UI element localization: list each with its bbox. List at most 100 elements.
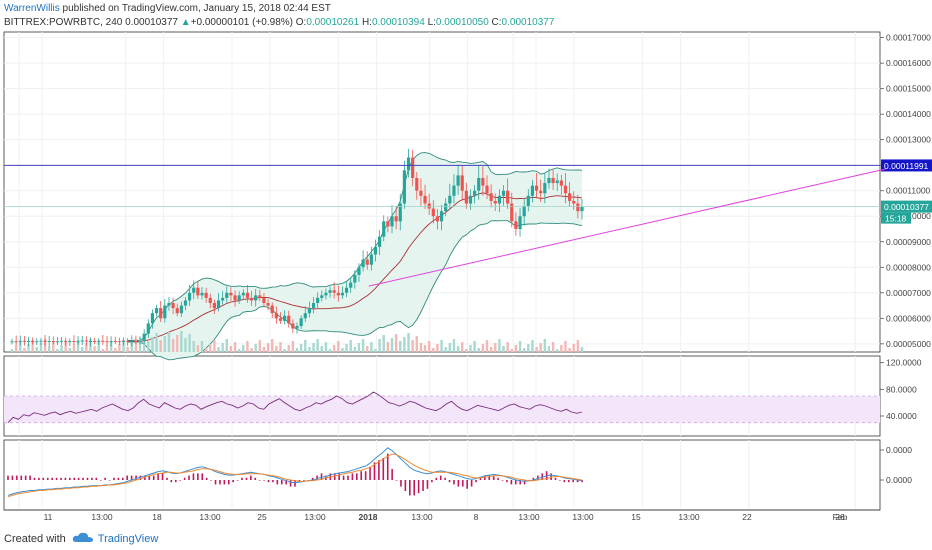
candle-body — [303, 313, 307, 319]
volume-bar — [35, 347, 38, 352]
resistance-marker-label: 0.00011991 — [884, 161, 929, 171]
candle-body — [411, 157, 415, 178]
rsi-line — [7, 391, 583, 424]
candle-body — [283, 315, 287, 321]
high-label: H: — [361, 17, 372, 28]
candle-body — [307, 308, 311, 314]
time-axis-label: 25 — [257, 512, 267, 522]
macd-histogram-bar — [581, 480, 583, 483]
macd-histogram-bar — [386, 453, 389, 480]
volume-bar — [399, 341, 402, 352]
candle-body — [555, 180, 559, 184]
low-value: 0.00010050 — [435, 17, 489, 28]
volume-bar — [204, 348, 208, 352]
candle-body — [497, 195, 501, 204]
macd-histogram-bar — [404, 480, 407, 491]
volume-bar — [312, 343, 315, 352]
price-axis-label: 0.00014000 — [886, 109, 931, 119]
candle-body — [229, 292, 233, 296]
macd-histogram-bar — [29, 475, 31, 480]
macd-histogram-bar — [201, 473, 204, 480]
volume-bar — [27, 344, 30, 352]
volume-bar — [237, 349, 241, 352]
candle-body — [406, 157, 411, 171]
volume-bar — [93, 346, 96, 352]
volume-bar — [109, 341, 113, 352]
volume-bar — [60, 345, 63, 352]
volume-bar — [266, 343, 270, 352]
candle-body — [477, 177, 481, 191]
volume-bar — [114, 348, 117, 352]
volume-bar — [184, 338, 187, 352]
macd-histogram-bar — [166, 477, 168, 480]
macd-histogram-bar — [554, 477, 557, 480]
chart-canvas[interactable]: 0.00017000 0.00016000 0.00015000 0.00014000… — [0, 0, 932, 526]
rsi-axis-label: 120.0000 — [886, 358, 922, 368]
current-price-label: 0.00010377 — [884, 202, 929, 212]
volume-bar — [560, 345, 563, 352]
candle-body — [43, 340, 47, 342]
price-axis-label: 0.00007000 — [886, 288, 931, 298]
volume-bar — [539, 343, 542, 352]
macd-histogram-bar — [11, 475, 14, 480]
candle-body — [526, 195, 530, 207]
macd-histogram-bar — [24, 475, 27, 480]
candle-body — [427, 203, 431, 209]
candle-body — [80, 340, 84, 342]
candle-body — [76, 341, 80, 343]
candle-body — [59, 340, 64, 342]
volume-bar — [378, 339, 381, 352]
candle-body — [543, 183, 547, 194]
macd-histogram-bar — [316, 475, 318, 480]
candle-body — [349, 282, 353, 288]
candle-body — [270, 305, 274, 314]
candle-body — [212, 303, 216, 309]
macd-histogram-bar — [20, 475, 23, 480]
volume-bar — [572, 344, 575, 352]
macd-histogram-bar — [497, 477, 499, 480]
tradingview-brand[interactable]: TradingView — [97, 532, 159, 545]
candle-body — [506, 190, 510, 204]
author-link[interactable]: WarrenWillis — [4, 3, 60, 14]
created-with-text: Created with — [4, 532, 66, 545]
current-price-marker: 0.00010377 15:18 — [881, 200, 932, 224]
candle-body — [559, 180, 563, 186]
candle-body — [382, 221, 386, 237]
macd-histogram-bar — [501, 480, 504, 481]
macd-histogram-bar — [338, 473, 340, 480]
candle-body — [68, 341, 72, 343]
volume-bar — [535, 347, 538, 352]
macd-histogram-bar — [492, 475, 495, 480]
volume-bar — [531, 340, 534, 352]
candle-body — [510, 203, 514, 222]
volume-bar — [419, 343, 423, 352]
volume-bar — [31, 340, 34, 352]
volume-bar — [349, 340, 352, 352]
candle-body — [249, 297, 254, 301]
volume-bar — [14, 345, 18, 352]
time-axis-label: 13:00 — [199, 512, 221, 522]
time-axis-label: 13:00 — [518, 512, 540, 522]
volume-bar — [394, 334, 398, 352]
candle-body — [188, 292, 192, 301]
macd-histogram-bar — [289, 480, 292, 487]
volume-bar — [76, 340, 80, 352]
macd-histogram-bar — [506, 480, 508, 483]
macd-axis-label: 0.0000 — [886, 475, 912, 485]
candle-body — [245, 292, 250, 298]
macd-histogram-bar — [69, 477, 71, 480]
open-label: O: — [295, 17, 307, 28]
volume-bar — [357, 343, 361, 352]
candle-body — [390, 216, 394, 227]
volume-bar — [448, 343, 452, 352]
candle-body — [501, 190, 506, 196]
candle-body — [344, 287, 349, 293]
volume-bar — [337, 341, 340, 352]
macd-histogram-bar — [272, 480, 274, 483]
change-value: +0.00000101 (+0.98%) — [190, 17, 293, 28]
price-axis-label: 0.00016000 — [886, 58, 931, 68]
volume-bar — [233, 342, 237, 352]
time-axis-label: 13:00 — [91, 512, 113, 522]
volume-bar — [461, 342, 464, 352]
candle-body — [291, 323, 295, 329]
